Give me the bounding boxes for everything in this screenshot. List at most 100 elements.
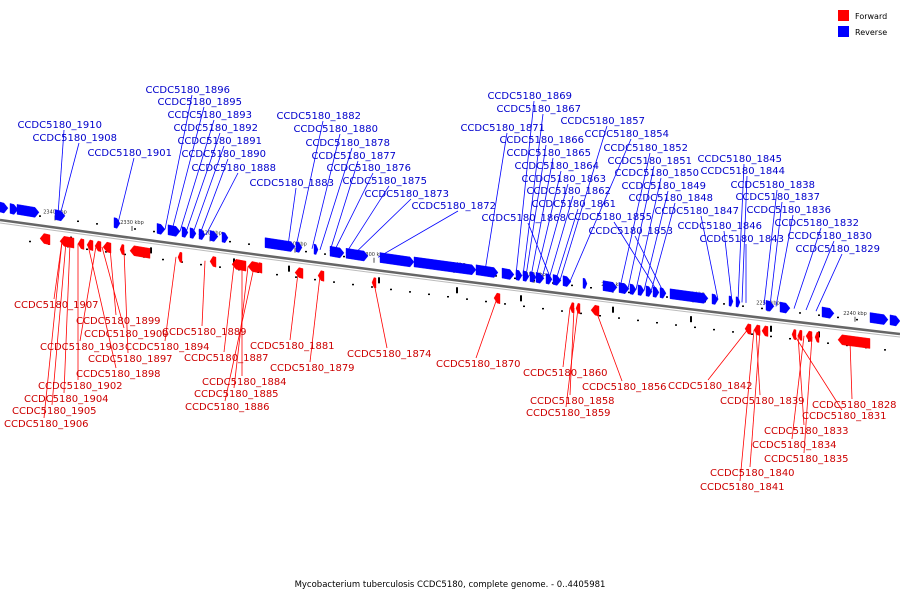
lower-dot <box>314 278 316 281</box>
forward-gene-label: CCDC5180_1900 <box>84 329 169 340</box>
forward-gene-arrow <box>575 303 581 315</box>
forward-leader-line <box>595 310 623 382</box>
forward-gene-label: CCDC5180_1898 <box>76 369 161 380</box>
forward-gene-label: CCDC5180_1886 <box>185 402 270 413</box>
reverse-gene-arrow <box>167 224 181 237</box>
lower-dot <box>656 321 658 324</box>
upper-dot <box>39 215 41 217</box>
reverse-gene-label: CCDC5180_1891 <box>177 136 262 147</box>
reverse-leader-line <box>793 227 822 309</box>
upper-dot <box>837 316 839 319</box>
reverse-leader-line <box>164 94 193 230</box>
forward-gene-label: CCDC5180_1870 <box>436 359 521 370</box>
reverse-gene-label: CCDC5180_1843 <box>699 234 784 245</box>
lower-dot <box>827 342 829 344</box>
lower-dot <box>29 240 31 243</box>
forward-gene-arrow <box>94 240 102 253</box>
forward-gene-arrow <box>805 330 813 342</box>
upper-dot <box>324 253 326 255</box>
reverse-leader-line <box>741 175 748 303</box>
reverse-gene-label: CCDC5180_1829 <box>795 244 880 255</box>
reverse-gene-arrow <box>629 283 637 295</box>
reverse-leader-line <box>763 189 778 306</box>
forward-leader-line <box>803 336 813 454</box>
upper-dot <box>571 284 573 287</box>
forward-gene-label: CCDC5180_1860 <box>523 368 608 379</box>
reverse-gene-arrow <box>552 274 562 286</box>
forward-gene-label: CCDC5180_1907 <box>14 300 99 311</box>
upper-dot <box>761 307 763 310</box>
tick-label: 2300 kbp <box>362 252 386 258</box>
forward-gene-label: CCDC5180_1897 <box>88 354 173 365</box>
forward-gene-arrow <box>209 256 217 268</box>
reverse-leader-line <box>535 170 562 278</box>
forward-leader-line <box>849 341 853 400</box>
lower-dot <box>770 335 772 338</box>
forward-gene-arrow <box>493 292 501 305</box>
lower-dot <box>86 248 88 251</box>
forward-gene-arrow <box>255 262 263 274</box>
lower-dot <box>523 305 525 308</box>
reverse-leader-line <box>805 240 835 311</box>
forward-gene-arrow <box>837 334 871 349</box>
leader-lines <box>43 94 853 482</box>
forward-gene-arrow <box>371 277 377 289</box>
forward-gene-arrow <box>317 270 325 282</box>
lower-dot <box>561 310 563 312</box>
reverse-leader-line <box>179 119 215 232</box>
forward-leader-line <box>797 335 805 426</box>
lower-tick <box>520 295 522 302</box>
reverse-gene-label: CCDC5180_1892 <box>173 123 258 134</box>
upper-dot <box>818 314 820 316</box>
reverse-leader-line <box>377 210 459 258</box>
forward-gene-label: CCDC5180_1835 <box>764 454 849 465</box>
reverse-leader-line <box>353 198 412 255</box>
lower-dot <box>200 263 202 266</box>
reverse-leader-line <box>295 120 324 247</box>
forward-gene-arrow <box>77 238 85 250</box>
reverse-gene-label: CCDC5180_1832 <box>774 218 859 229</box>
legend-reverse-label: Reverse <box>855 28 887 37</box>
legend-forward-swatch <box>838 10 849 21</box>
upper-dot <box>514 277 516 280</box>
forward-gene-label: CCDC5180_1874 <box>347 349 432 360</box>
forward-gene-label: CCDC5180_1884 <box>202 377 287 388</box>
forward-leader-line <box>749 330 761 468</box>
backbone-line <box>0 218 900 336</box>
reverse-gene-arrow <box>637 284 645 296</box>
reverse-leader-line <box>192 145 225 234</box>
reverse-gene-label: CCDC5180_1850 <box>614 168 699 179</box>
reverse-leader-line <box>185 132 221 233</box>
reverse-leader-line <box>525 144 547 277</box>
forward-leader-line <box>309 275 321 363</box>
lower-tick <box>288 265 290 272</box>
reverse-gene-arrow <box>821 306 835 319</box>
forward-gene-label: CCDC5180_1905 <box>12 406 97 417</box>
reverse-gene-label: CCDC5180_1901 <box>87 148 172 159</box>
reverse-leader-line <box>559 125 608 281</box>
reverse-gene-label: CCDC5180_1882 <box>276 111 361 122</box>
reverse-leader-line <box>815 253 843 312</box>
reverse-leader-line <box>199 158 229 235</box>
reverse-leader-line <box>311 133 341 249</box>
reverse-gene-label: CCDC5180_1877 <box>311 151 396 162</box>
forward-leader-line <box>43 241 63 419</box>
forward-gene-label: CCDC5180_1903 <box>40 342 125 353</box>
reverse-gene-arrow <box>156 223 166 235</box>
reverse-leader-line <box>700 215 719 300</box>
lower-dot <box>371 286 373 288</box>
forward-gene-arrow <box>39 233 51 246</box>
forward-leader-line <box>373 282 388 349</box>
forward-gene-arrow <box>753 324 761 336</box>
reverse-gene-label: CCDC5180_1830 <box>787 231 872 242</box>
forward-gene-arrow <box>814 331 820 343</box>
forward-gene-label: CCDC5180_1842 <box>668 381 753 392</box>
forward-leader-line <box>707 328 749 381</box>
reverse-gene-label: CCDC5180_1869 <box>487 91 572 102</box>
reverse-gene-label: CCDC5180_1838 <box>730 180 815 191</box>
lower-dot <box>884 349 886 351</box>
reverse-gene-arrow <box>295 241 303 253</box>
forward-gene-label: CCDC5180_1828 <box>812 400 897 411</box>
forward-leader-line <box>475 298 498 359</box>
forward-gene-arrow <box>129 245 151 259</box>
